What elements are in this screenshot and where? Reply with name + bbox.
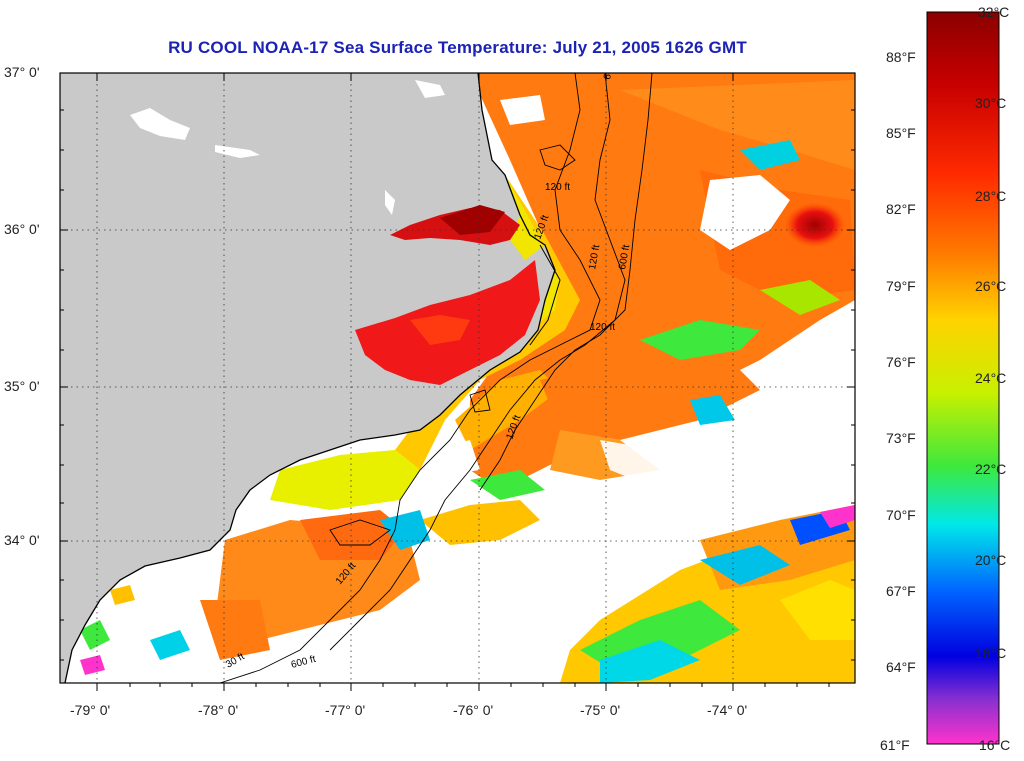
colorbar-fahrenheit-label: 61°F (880, 737, 910, 753)
map-frame (59, 72, 856, 684)
lat-label: 36° 0' (4, 221, 40, 237)
colorbar-fahrenheit-label: 88°F (886, 49, 916, 65)
colorbar-fahrenheit-label: 64°F (886, 659, 916, 675)
lat-label: 37° 0' (4, 64, 40, 80)
colorbar-fahrenheit-label: 73°F (886, 430, 916, 446)
colorbar-celsius-label: 28°C (975, 188, 1007, 204)
colorbar-celsius-label: 18°C (975, 645, 1007, 661)
colorbar-celsius-label: 22°C (975, 461, 1007, 477)
colorbar-fahrenheit-label: 70°F (886, 507, 916, 523)
colorbar-fahrenheit-label: 79°F (886, 278, 916, 294)
depth-contours (219, 73, 653, 683)
lat-label: 35° 0' (4, 378, 40, 394)
contour-label: 600 ft (602, 54, 617, 81)
colorbar-fahrenheit-label: 76°F (886, 354, 916, 370)
colorbar-fahrenheit-label: 82°F (886, 201, 916, 217)
axis-ticks (60, 73, 855, 691)
map-title: RU COOL NOAA-17 Sea Surface Temperature:… (168, 38, 747, 57)
lon-label: -74° 0' (707, 702, 748, 718)
lon-label: -79° 0' (70, 702, 111, 718)
colorbar-celsius-label: 16°C (979, 737, 1011, 753)
contour-label: 120 ft (545, 182, 570, 193)
colorbar-celsius-label: 24°C (975, 370, 1007, 386)
contour-label: 120 ft (590, 322, 615, 333)
colorbar-celsius-label: 30°C (975, 95, 1007, 111)
graticule (60, 73, 855, 683)
lon-label: -76° 0' (453, 702, 494, 718)
coastline (64, 73, 556, 683)
lon-label: -75° 0' (580, 702, 621, 718)
contour-label: 600 ft (617, 244, 632, 271)
colorbar-celsius-label: 26°C (975, 278, 1007, 294)
lon-label: -77° 0' (325, 702, 366, 718)
colorbar-fahrenheit-label: 67°F (886, 583, 916, 599)
colorbar-celsius-label: 32°C (978, 4, 1010, 20)
lon-label: -78° 0' (198, 702, 239, 718)
temperature-colorbar (926, 11, 1000, 745)
colorbar-fahrenheit-label: 85°F (886, 125, 916, 141)
map-plot-area: 120 ft 120 ft 600 ft 120 ft 600 ft 120 f… (60, 54, 855, 683)
lat-label: 34° 0' (4, 532, 40, 548)
colorbar-celsius-label: 20°C (975, 552, 1007, 568)
contour-label: 120 ft (587, 244, 602, 271)
